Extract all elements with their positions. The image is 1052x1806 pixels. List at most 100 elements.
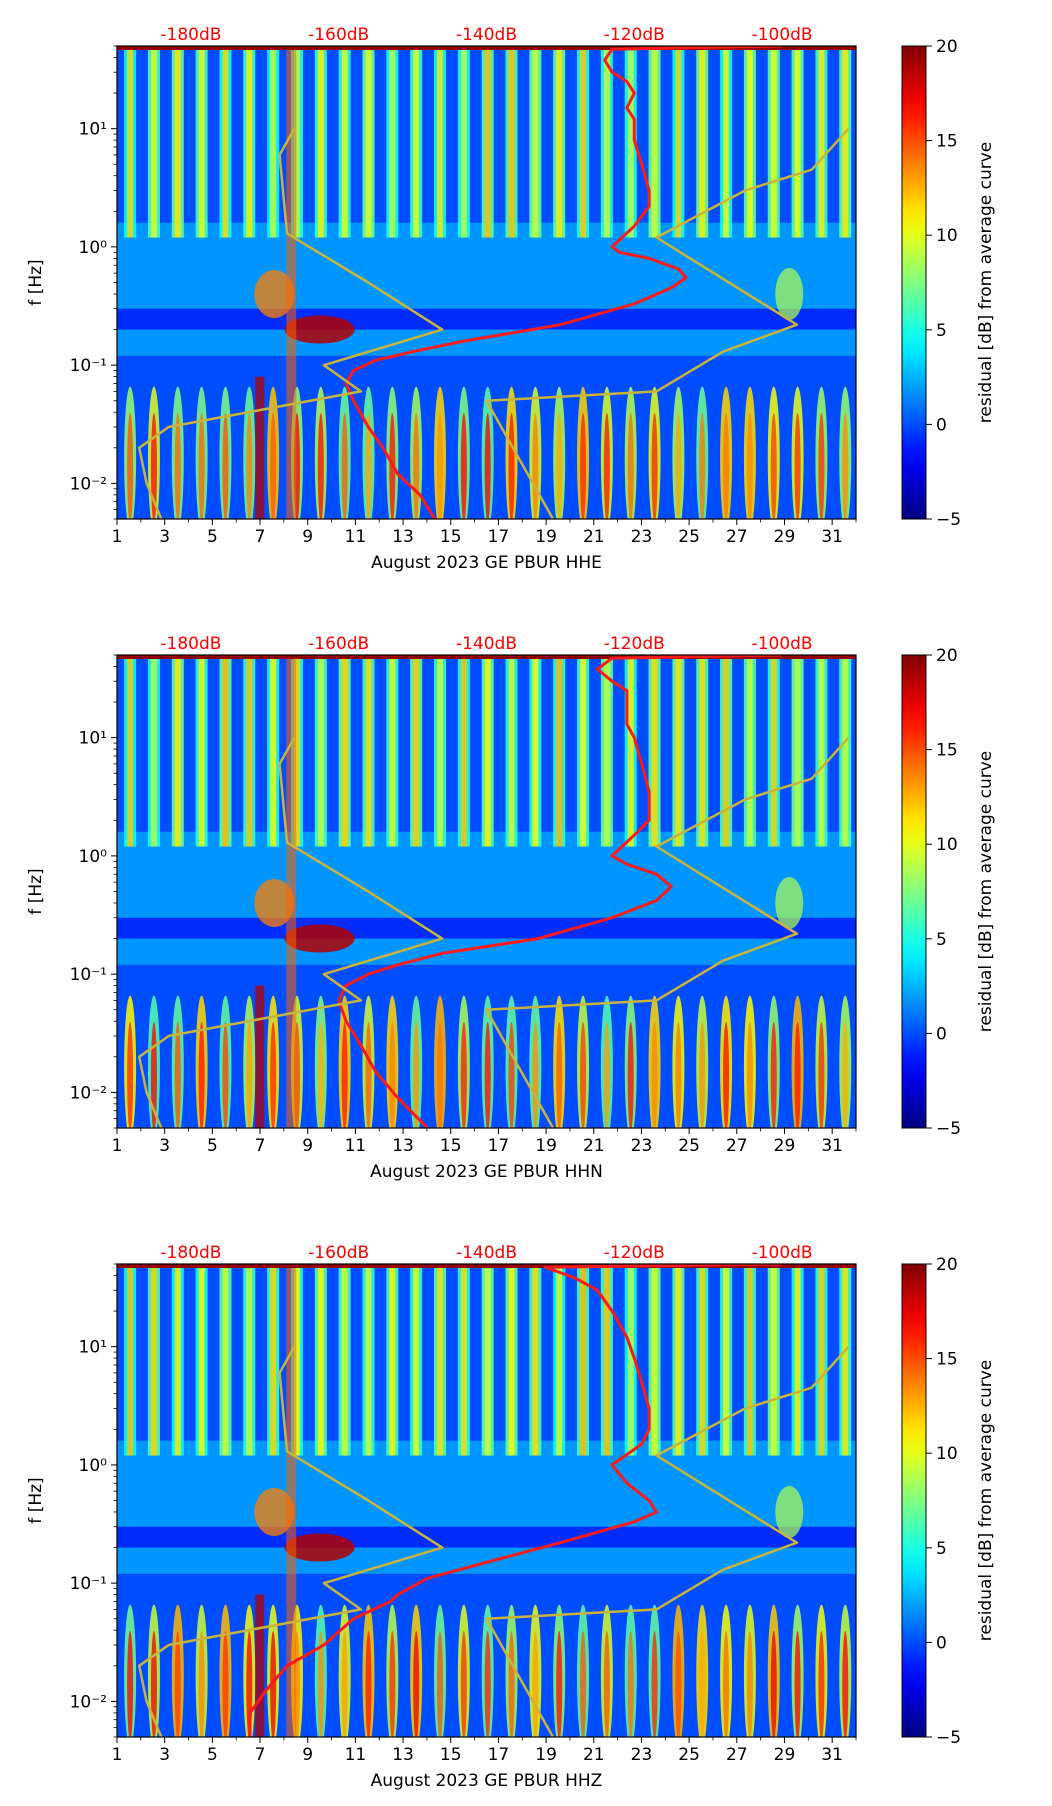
y-tick-label: 10⁰ <box>79 847 108 867</box>
x-tick-label: 17 <box>488 527 510 547</box>
colorbar-tick-label: −5 <box>936 1119 961 1139</box>
db-scale-label: -120dB <box>604 25 665 45</box>
x-tick-label: 9 <box>302 1745 313 1765</box>
db-scale-label: -140dB <box>456 634 517 654</box>
colorbar-tick-label: 15 <box>936 132 958 152</box>
y-axis-label: f [Hz] <box>26 259 46 305</box>
colorbar-tick-label: 10 <box>936 1444 958 1464</box>
colorbar-tick-label: 5 <box>936 1539 947 1559</box>
db-scale-label: -160dB <box>308 1243 369 1263</box>
average-psd-curve <box>337 655 783 1128</box>
x-tick-label: 11 <box>345 527 367 547</box>
x-tick-label: 23 <box>631 1136 653 1156</box>
y-tick-label: 10¹ <box>79 1338 107 1358</box>
x-axis-label: August 2023 GE PBUR HHE <box>371 553 602 573</box>
x-tick-label: 13 <box>392 1136 414 1156</box>
x-tick-label: 13 <box>392 527 414 547</box>
colorbar-tick-label: 15 <box>936 741 958 761</box>
colorbar-tick-label: 20 <box>936 37 958 57</box>
colorbar-tick-label: 10 <box>936 835 958 855</box>
y-axis-label: f [Hz] <box>26 868 46 914</box>
average-psd-curve <box>344 46 783 519</box>
x-tick-label: 5 <box>207 1745 218 1765</box>
db-scale-label: -180dB <box>160 634 221 654</box>
db-scale-label: -120dB <box>604 634 665 654</box>
heatmap-image <box>117 655 856 1128</box>
colorbar-tick-label: −5 <box>936 510 961 530</box>
x-tick-label: 25 <box>678 527 700 547</box>
x-tick-label: 17 <box>488 1136 510 1156</box>
x-tick-label: 19 <box>535 1745 557 1765</box>
spectrogram-panel: 1 3 5 7 9 11 13 15 17 19 21 23 25 27 29 3110⁻²10⁻¹10⁰10… <box>26 25 996 573</box>
db-scale-label: -180dB <box>160 1243 221 1263</box>
x-tick-label: 3 <box>159 527 170 547</box>
heatmap-image <box>117 46 856 519</box>
y-tick-label: 10¹ <box>79 120 107 140</box>
y-tick-label: 10¹ <box>79 729 107 749</box>
colorbar-tick-label: 20 <box>936 1255 958 1275</box>
x-tick-label: 9 <box>302 527 313 547</box>
spectrogram-panel: 1 3 5 7 9 11 13 15 17 19 21 23 25 27 29 3110⁻²10⁻¹10⁰10… <box>26 1243 996 1791</box>
x-tick-label: 1 <box>112 527 123 547</box>
x-tick-label: 19 <box>535 1136 557 1156</box>
x-tick-label: 13 <box>392 1745 414 1765</box>
x-tick-label: 5 <box>207 1136 218 1156</box>
y-axis-label: f [Hz] <box>26 1477 46 1523</box>
x-axis-label: August 2023 GE PBUR HHN <box>370 1162 603 1182</box>
colorbar <box>901 1263 927 1738</box>
x-tick-label: 1 <box>112 1136 123 1156</box>
y-tick-label: 10⁰ <box>79 1456 108 1476</box>
x-tick-label: 5 <box>207 527 218 547</box>
colorbar-tick-label: 0 <box>936 415 947 435</box>
db-scale-label: -120dB <box>604 1243 665 1263</box>
x-tick-label: 23 <box>631 527 653 547</box>
x-tick-label: 17 <box>488 1745 510 1765</box>
colorbar-tick-label: 5 <box>936 321 947 341</box>
db-scale-label: -160dB <box>308 634 369 654</box>
colorbar-label: residual [dB] from average curve <box>976 751 996 1032</box>
x-tick-label: 29 <box>774 1136 796 1156</box>
heatmap-image <box>117 1264 856 1737</box>
x-tick-label: 7 <box>255 1136 266 1156</box>
x-tick-label: 21 <box>583 527 605 547</box>
x-tick-label: 25 <box>678 1745 700 1765</box>
x-tick-label: 25 <box>678 1136 700 1156</box>
x-tick-label: 15 <box>440 1136 462 1156</box>
x-tick-label: 15 <box>440 527 462 547</box>
noise-model-curve <box>137 1346 444 1737</box>
x-tick-label: 27 <box>726 1745 748 1765</box>
noise-model-curve <box>485 736 850 1128</box>
x-tick-label: 21 <box>583 1136 605 1156</box>
x-tick-label: 19 <box>535 527 557 547</box>
x-tick-label: 31 <box>821 527 843 547</box>
y-tick-label: 10⁰ <box>79 238 108 258</box>
x-tick-label: 31 <box>821 1745 843 1765</box>
x-tick-label: 27 <box>726 1136 748 1156</box>
x-tick-label: 7 <box>255 1745 266 1765</box>
db-scale-label: -100dB <box>752 634 813 654</box>
y-tick-label: 10⁻² <box>70 1083 107 1103</box>
x-tick-label: 15 <box>440 1745 462 1765</box>
x-tick-label: 3 <box>159 1745 170 1765</box>
colorbar-tick-label: −5 <box>936 1728 961 1748</box>
db-scale-label: -140dB <box>456 1243 517 1263</box>
db-scale-label: -180dB <box>160 25 221 45</box>
x-tick-label: 21 <box>583 1745 605 1765</box>
y-tick-label: 10⁻¹ <box>70 1574 107 1594</box>
colorbar-label: residual [dB] from average curve <box>976 1360 996 1641</box>
x-tick-label: 27 <box>726 527 748 547</box>
x-tick-label: 11 <box>345 1136 367 1156</box>
colorbar-label: residual [dB] from average curve <box>976 142 996 423</box>
x-tick-label: 9 <box>302 1136 313 1156</box>
spectrogram-panel: 1 3 5 7 9 11 13 15 17 19 21 23 25 27 29 3110⁻²10⁻¹10⁰10… <box>26 634 996 1182</box>
noise-model-curve <box>137 128 444 519</box>
x-axis-label: August 2023 GE PBUR HHZ <box>371 1771 603 1791</box>
db-scale-label: -140dB <box>456 25 517 45</box>
y-tick-label: 10⁻² <box>70 474 107 494</box>
x-tick-label: 1 <box>112 1745 123 1765</box>
colorbar-tick-label: 20 <box>936 646 958 666</box>
db-scale-label: -100dB <box>752 1243 813 1263</box>
colorbar <box>901 654 927 1129</box>
average-psd-curve <box>248 1264 783 1737</box>
